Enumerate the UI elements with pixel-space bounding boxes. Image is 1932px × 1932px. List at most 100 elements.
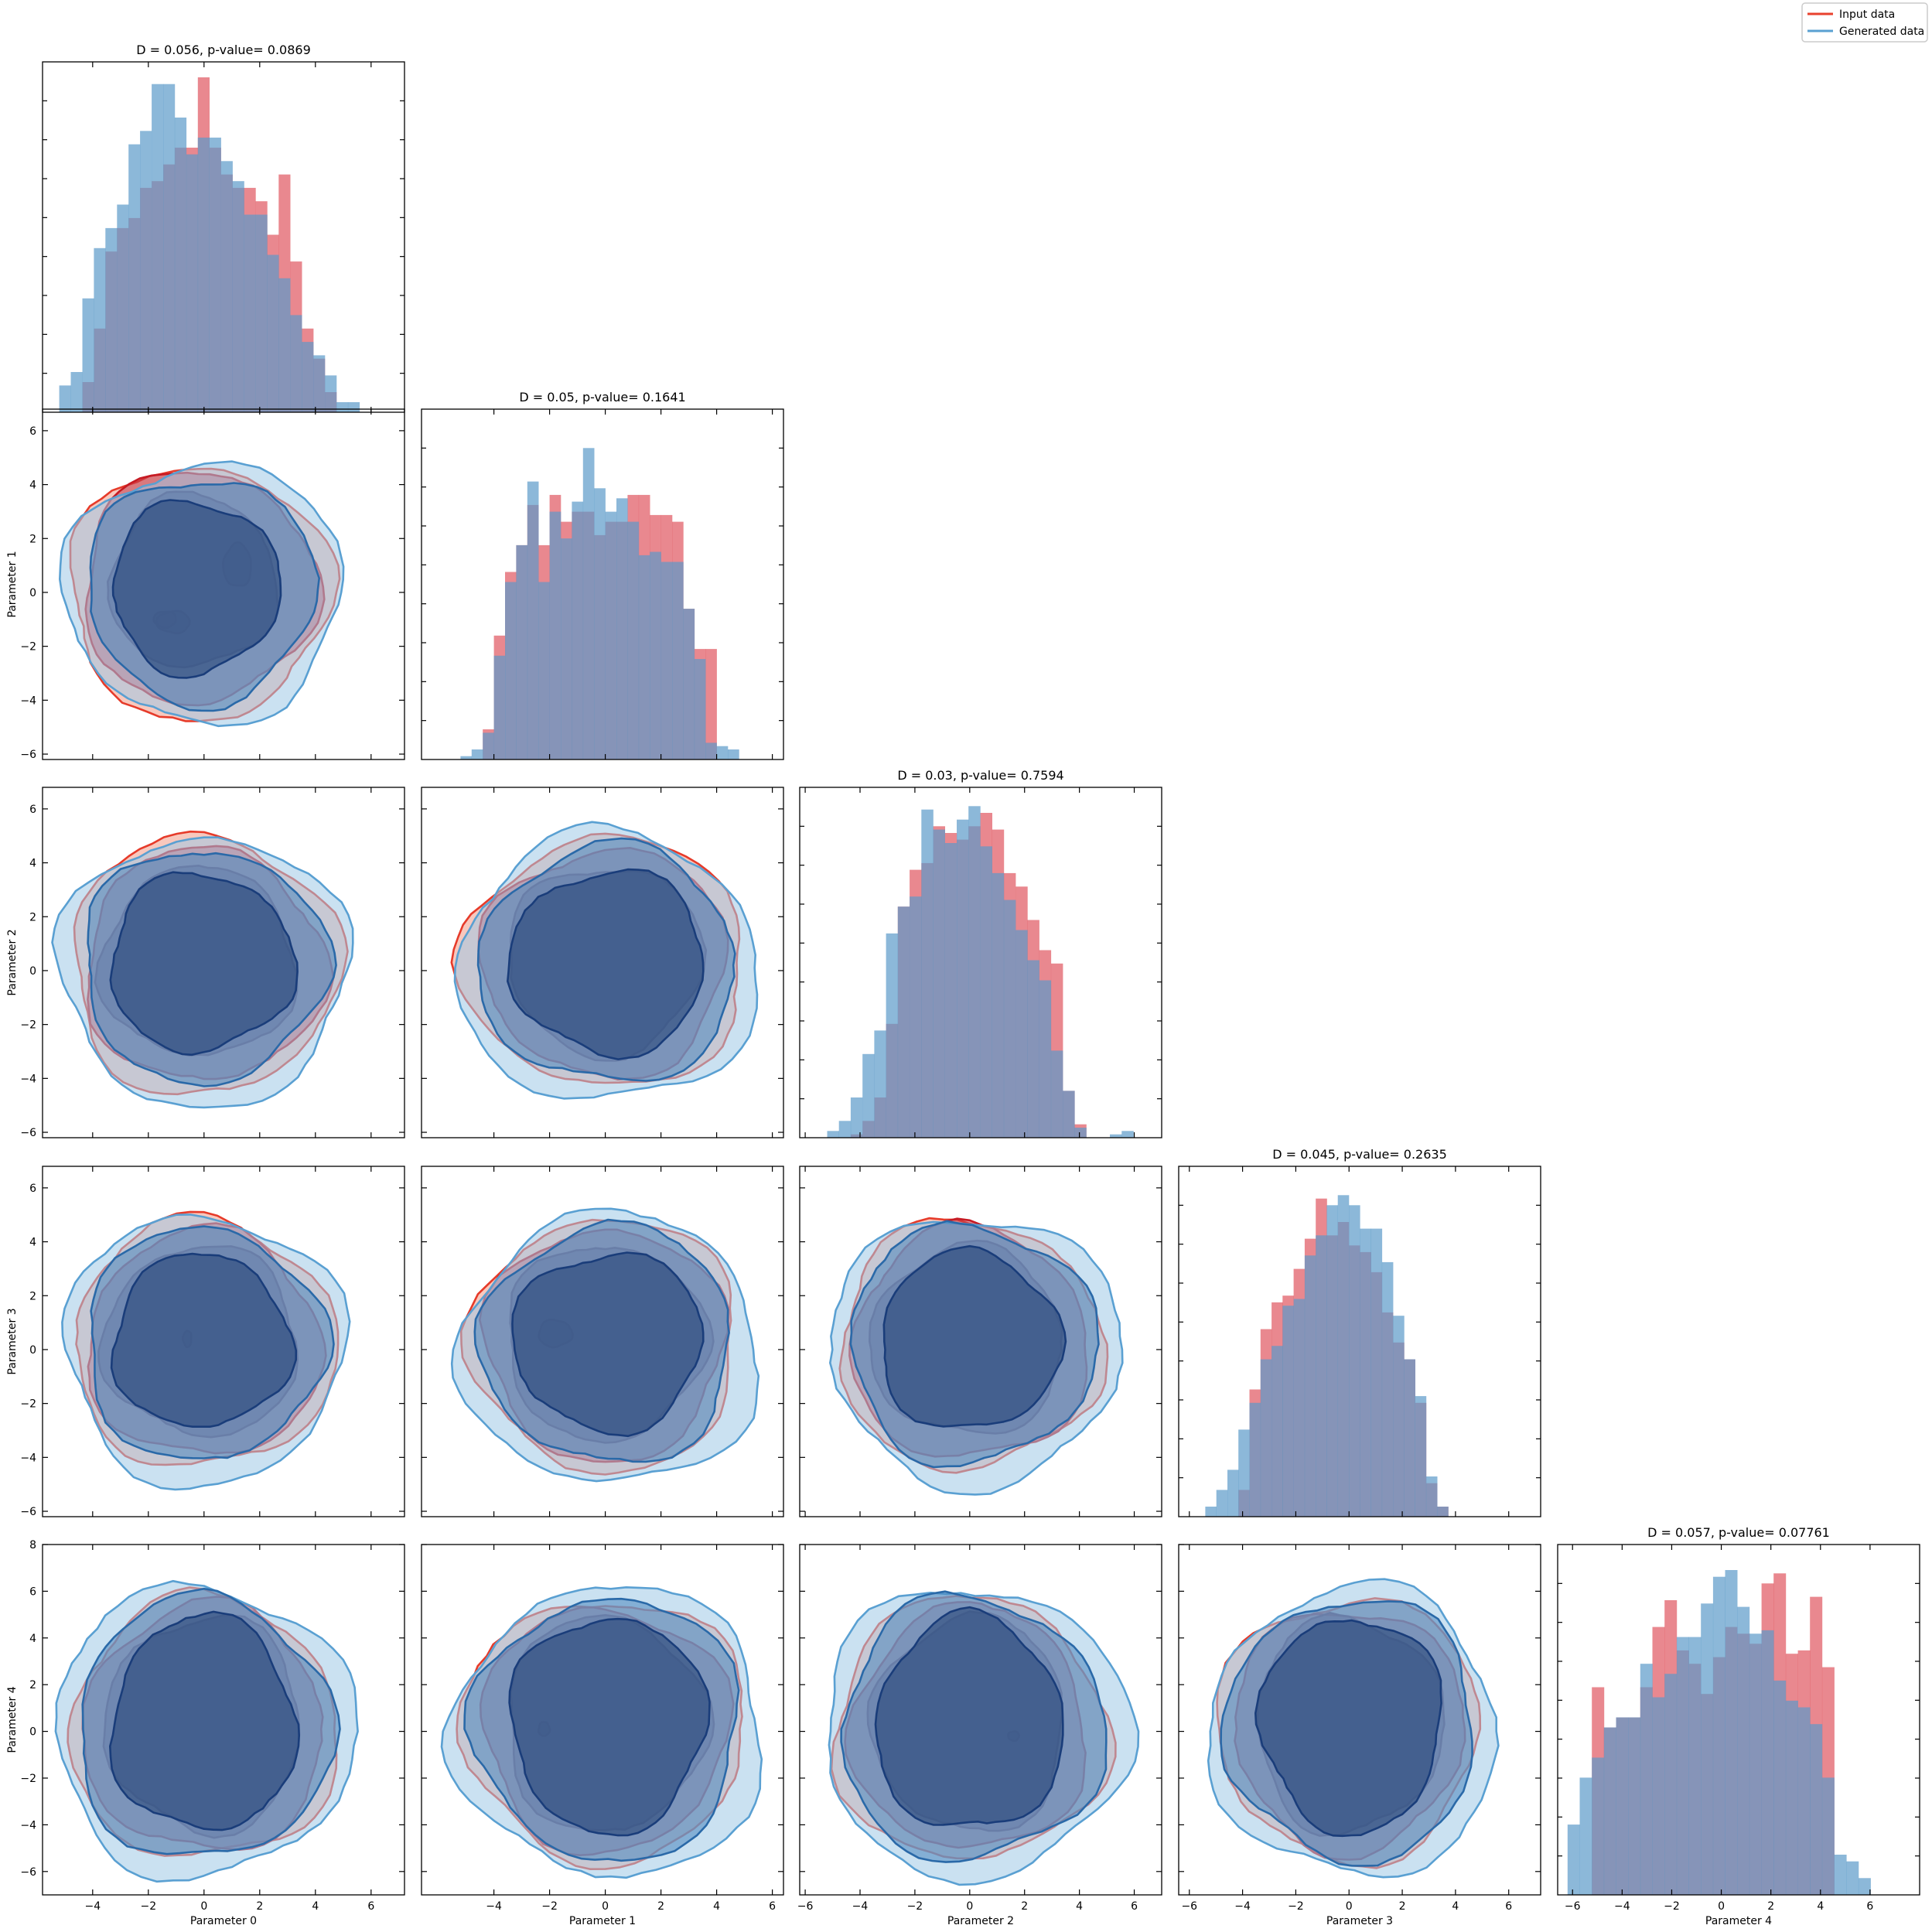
hist-bar-generated [1701,1603,1714,1895]
hist-bar-generated [1616,1717,1629,1895]
hist-bar-generated [660,562,673,759]
hist-bar-generated [1628,1717,1641,1895]
hist-bar-input [705,649,717,759]
hist-bar-generated [992,872,1005,1138]
panel-frame [42,1544,405,1896]
hist-bar-generated [290,315,302,412]
x-tick-label: −4 [1614,1900,1630,1913]
hist-bar-generated [1293,1299,1306,1517]
y-tick-label: 8 [29,1539,36,1551]
hist-bar-generated [1337,1195,1350,1517]
hist-bar-generated [1349,1205,1360,1517]
hist-bar-generated [313,355,326,412]
hist-bar-generated [1821,1777,1835,1895]
x-tick-label: −6 [1181,1900,1197,1913]
hist-bar-generated [1272,1346,1283,1517]
panel-0-0: D = 0.056, p-value= 0.0869 [42,43,405,413]
panel-4-2: −6 −4 −2 0 2 4 6 Parameter 2 [797,1544,1162,1927]
hist-bar-generated [70,372,83,412]
panel-frame [421,1544,784,1896]
hist-bar-generated [1404,1359,1415,1517]
x-axis-label-0: Parameter 0 [190,1915,257,1927]
contour-generated-2 [110,1252,298,1428]
y-tick-label: 2 [29,1679,36,1691]
hist-bar-generated [174,118,187,412]
y-tick-label: −2 [20,1773,36,1785]
panel-4-0: −4 −2 0 2 4 6 Parameter 0 −6 −4 −2 0 2 4 6 8 Parameter … [6,1539,405,1927]
panel-3-1 [421,1166,784,1517]
hist-bar-generated [1688,1637,1702,1895]
hist-bar-generated [1381,1261,1394,1517]
y-tick-label: −4 [20,1073,36,1085]
panel-frame [1178,1544,1541,1896]
hist-bar-generated [1773,1680,1787,1895]
hist-bar-generated [728,749,739,759]
hist-bar-generated [1810,1724,1823,1895]
hist-bar-generated [527,481,539,759]
hist-bar-generated [220,161,233,412]
x-tick-label: 4 [1452,1900,1459,1913]
hist-bar-generated [1393,1316,1405,1517]
x-tick-label: 2 [657,1900,664,1913]
hist-bar-generated [163,84,176,412]
hist-bar-generated [1238,1429,1250,1517]
hist-bar-generated [1039,980,1052,1138]
hist-bar-generated [128,144,141,412]
hist-bar-generated [549,511,562,759]
y-tick-label: 6 [29,804,36,816]
x-tick-label: −4 [84,1900,101,1913]
hist-bar-generated [117,204,129,412]
hist-bar-generated [1227,1469,1239,1517]
x-tick-label: 0 [1346,1900,1353,1913]
hist-bar-generated [605,511,617,759]
x-tick-label: 4 [1817,1900,1824,1913]
y-axis-label-4: Parameter 4 [6,1686,19,1753]
x-tick-label: 6 [1131,1900,1138,1913]
hist-bar-generated [1640,1664,1653,1895]
hist-bar-generated [152,84,164,412]
panel-3-3: D = 0.045, p-value= 0.2635 [1178,1147,1541,1517]
panel-body [51,830,354,1109]
panel-body [829,1217,1124,1496]
panel-body [1567,1570,1871,1895]
diag-title-3: D = 0.045, p-value= 0.2635 [1272,1147,1447,1162]
hist-bar-generated [874,1030,886,1138]
hist-bar-generated [616,498,628,759]
hist-bar-generated [471,749,483,759]
hist-bar-generated [705,742,717,759]
x-axis-label-1: Parameter 1 [569,1915,636,1927]
y-tick-label: 4 [29,1237,36,1249]
hist-bar-generated [1737,1606,1750,1895]
x-axis-label-2: Parameter 2 [947,1915,1014,1927]
contour-generated-2 [511,1251,705,1438]
x-tick-label: 6 [769,1900,776,1913]
hist-bar-generated [1304,1255,1316,1517]
hist-bar-generated [1326,1205,1338,1517]
panel-body [59,77,360,412]
y-tick-label: −4 [20,695,36,707]
hist-bar-generated [683,609,695,759]
hist-bar-generated [838,1121,852,1138]
y-tick-label: 0 [29,1344,36,1357]
y-tick-label: −6 [20,1866,36,1879]
hist-bar-generated [897,906,910,1138]
panel-frame [799,1544,1162,1896]
panel-frame [42,1166,405,1517]
hist-bar-generated [538,582,550,759]
panel-body [54,1579,359,1883]
hist-bar-generated [1015,930,1028,1138]
y-tick-label: 4 [29,480,36,492]
hist-bar-generated [1121,1131,1134,1138]
x-tick-label: −4 [852,1900,869,1913]
panel-body [460,448,739,759]
contour-generated-2 [109,871,299,1056]
hist-bar-generated [483,732,494,759]
panel-2-2: D = 0.03, p-value= 0.7594 [799,768,1162,1138]
x-tick-label: −2 [1288,1900,1304,1913]
hist-bar-generated [921,809,934,1138]
x-tick-label: 2 [1399,1900,1406,1913]
panel-body [1207,1578,1500,1879]
hist-bar-generated [1260,1359,1272,1517]
y-tick-label: 2 [29,533,36,545]
